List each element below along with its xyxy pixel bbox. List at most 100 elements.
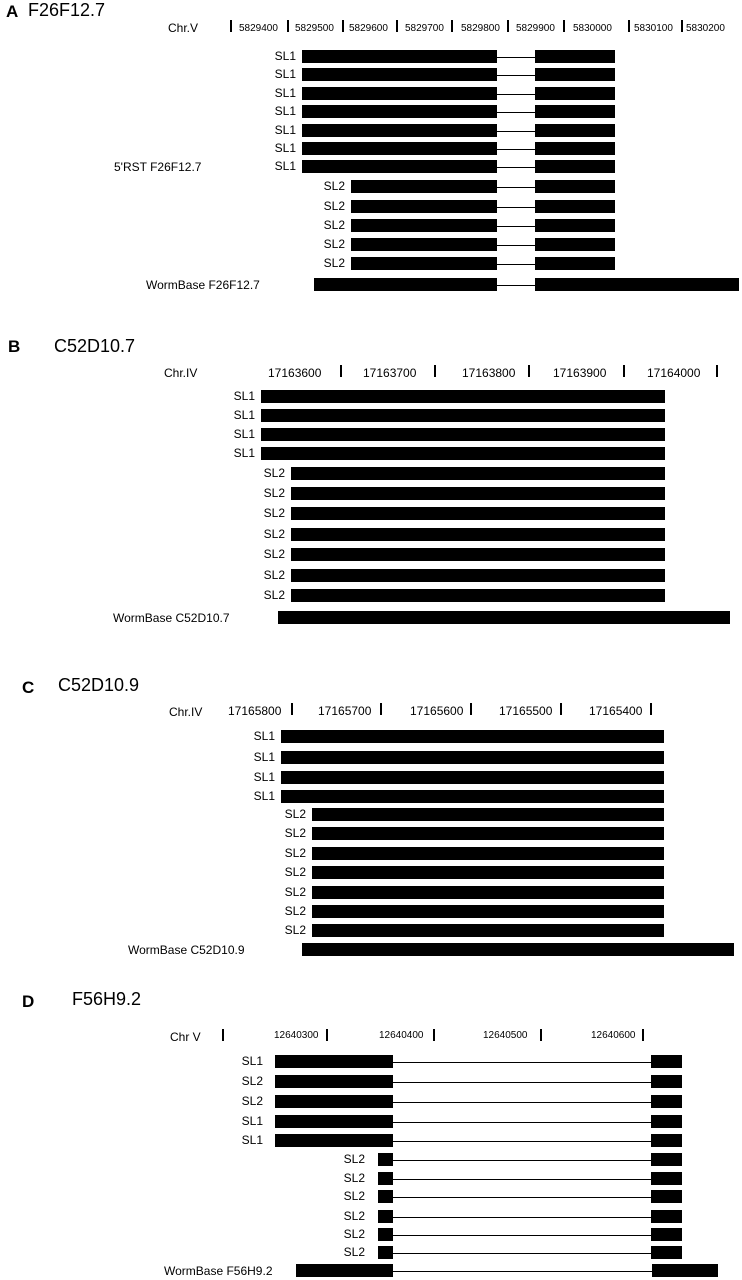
panel-d-tick-mark bbox=[540, 1029, 542, 1041]
panel-c-tick-label: 17165500 bbox=[499, 704, 553, 718]
panel-b-exon-bar bbox=[291, 467, 665, 480]
panel-d-intron-line bbox=[393, 1081, 651, 1083]
panel-a-title: F26F12.7 bbox=[28, 0, 106, 20]
panel-a-row-label: SL1 bbox=[274, 141, 296, 155]
panel-b-exon-bar bbox=[291, 548, 665, 561]
panel-b-tick-label: 17164000 bbox=[647, 366, 701, 380]
panel-a-tick-mark bbox=[563, 20, 565, 32]
panel-d-row-label: SL2 bbox=[343, 1152, 365, 1166]
panel-c-row-label: SL2 bbox=[284, 865, 306, 879]
panel-a-intron-line bbox=[497, 74, 535, 76]
panel-c-tick-mark bbox=[560, 703, 562, 715]
panel-d-row-label: SL2 bbox=[343, 1209, 365, 1223]
panel-d-exon-bar bbox=[651, 1190, 682, 1203]
panel-d-row-label: SL1 bbox=[241, 1114, 263, 1128]
panel-a-letter: A bbox=[6, 2, 19, 21]
panel-a-exon-bar bbox=[351, 200, 497, 213]
panel-a-chromosome-label: Chr.V bbox=[168, 21, 199, 35]
panel-a-intron-line bbox=[497, 244, 535, 246]
panel-d-tick-label: 12640300 bbox=[274, 1030, 319, 1041]
panel-d-intron-line bbox=[393, 1159, 651, 1161]
panel-a-exon-bar bbox=[302, 68, 497, 81]
panel-b-tick-mark bbox=[528, 365, 530, 377]
panel-d-row-label: SL2 bbox=[343, 1245, 365, 1259]
panel-c-exon-bar bbox=[312, 905, 664, 918]
panel-a-row-label: SL1 bbox=[274, 123, 296, 137]
panel-b-row-label: SL1 bbox=[233, 389, 255, 403]
panel-c-tick-label: 17165700 bbox=[318, 704, 372, 718]
panel-d-tick-mark bbox=[433, 1029, 435, 1041]
panel-d-exon-bar bbox=[651, 1075, 682, 1088]
panel-d-exon-bar bbox=[275, 1115, 393, 1128]
panel-a-exon-bar bbox=[351, 180, 497, 193]
panel-a-wormbase-exon bbox=[535, 278, 739, 291]
panel-d-intron-line bbox=[393, 1178, 651, 1180]
panel-a-tick-label: 5829400 bbox=[239, 23, 278, 34]
panel-a-tick-label: 5830200 bbox=[686, 23, 725, 34]
panel-a-exon-bar bbox=[351, 257, 497, 270]
panel-b-exon-bar bbox=[291, 569, 665, 582]
panel-a-intron-line bbox=[497, 225, 535, 227]
panel-c-row-label: SL2 bbox=[284, 885, 306, 899]
panel-b-exon-bar bbox=[261, 447, 665, 460]
panel-c-row-label: SL2 bbox=[284, 923, 306, 937]
panel-a-tick-label: 5829500 bbox=[295, 23, 334, 34]
panel-a-tick-mark bbox=[507, 20, 509, 32]
panel-d-exon-bar bbox=[275, 1055, 393, 1068]
panel-d-intron-line bbox=[393, 1252, 651, 1254]
panel-d-intron-line bbox=[393, 1216, 651, 1218]
panel-a-tick-label: 5829700 bbox=[405, 23, 444, 34]
panel-c-tick-mark bbox=[470, 703, 472, 715]
panel-d-title: F56H9.2 bbox=[72, 989, 142, 1009]
panel-d-chromosome-label: Chr V bbox=[170, 1030, 201, 1044]
panel-a-tick-label: 5829800 bbox=[461, 23, 500, 34]
panel-a-exon-bar bbox=[302, 87, 497, 100]
panel-c-exon-bar bbox=[281, 771, 664, 784]
panel-c-exon-bar bbox=[312, 886, 664, 899]
panel-d-exon-bar bbox=[651, 1055, 682, 1068]
panel-a-row-label: SL1 bbox=[274, 104, 296, 118]
panel-d-exon-bar bbox=[275, 1075, 393, 1088]
panel-a-tick-label: 5829900 bbox=[516, 23, 555, 34]
panel-b-row-label: SL2 bbox=[263, 466, 285, 480]
panel-d-exon-bar bbox=[378, 1210, 393, 1223]
panel-a-exon-bar bbox=[535, 105, 615, 118]
panel-c-letter: C bbox=[22, 678, 35, 697]
panel-c-row-label: SL2 bbox=[284, 807, 306, 821]
panel-a-exon-bar bbox=[535, 87, 615, 100]
panel-a-exon-bar bbox=[302, 160, 497, 173]
panel-d-row-label: SL2 bbox=[241, 1074, 263, 1088]
panel-a-tick-label: 5830000 bbox=[573, 23, 612, 34]
panel-a-tick-label: 5830100 bbox=[634, 23, 673, 34]
panel-a-intron-line bbox=[497, 186, 535, 188]
panel-d-exon-bar bbox=[378, 1172, 393, 1185]
panel-a-wormbase-label: WormBase F26F12.7 bbox=[146, 278, 260, 292]
panel-a-exon-bar bbox=[535, 200, 615, 213]
panel-c-tick-mark bbox=[650, 703, 652, 715]
panel-c-exon-bar bbox=[281, 730, 664, 743]
panel-b-wormbase-exon bbox=[278, 611, 730, 624]
panel-d-exon-bar bbox=[275, 1134, 393, 1147]
panel-d-exon-bar bbox=[378, 1190, 393, 1203]
panel-b-letter: B bbox=[8, 337, 21, 356]
panel-c-tick-mark bbox=[380, 703, 382, 715]
panel-b-tick-mark bbox=[340, 365, 342, 377]
panel-c-row-label: SL1 bbox=[253, 789, 275, 803]
panel-c-wormbase-exon bbox=[302, 943, 734, 956]
panel-d-exon-bar bbox=[275, 1095, 393, 1108]
panel-a-row-label: SL1 bbox=[274, 49, 296, 63]
panel-d-wormbase-intron bbox=[393, 1270, 652, 1272]
panel-a-exon-bar bbox=[302, 105, 497, 118]
panel-d-tick-label: 12640500 bbox=[483, 1030, 528, 1041]
panel-d-exon-bar bbox=[651, 1153, 682, 1166]
panel-b-tick-label: 17163800 bbox=[462, 366, 516, 380]
panel-a-tick-mark bbox=[628, 20, 630, 32]
panel-a-row-label: SL1 bbox=[274, 159, 296, 173]
panel-c-tick-label: 17165400 bbox=[589, 704, 643, 718]
panel-d-exon-bar bbox=[378, 1246, 393, 1259]
panel-b-exon-bar bbox=[291, 487, 665, 500]
panel-c-row-label: SL1 bbox=[253, 770, 275, 784]
panel-a-row-label: SL2 bbox=[323, 179, 345, 193]
panel-a-exon-bar bbox=[302, 142, 497, 155]
panel-c-exon-bar bbox=[312, 924, 664, 937]
